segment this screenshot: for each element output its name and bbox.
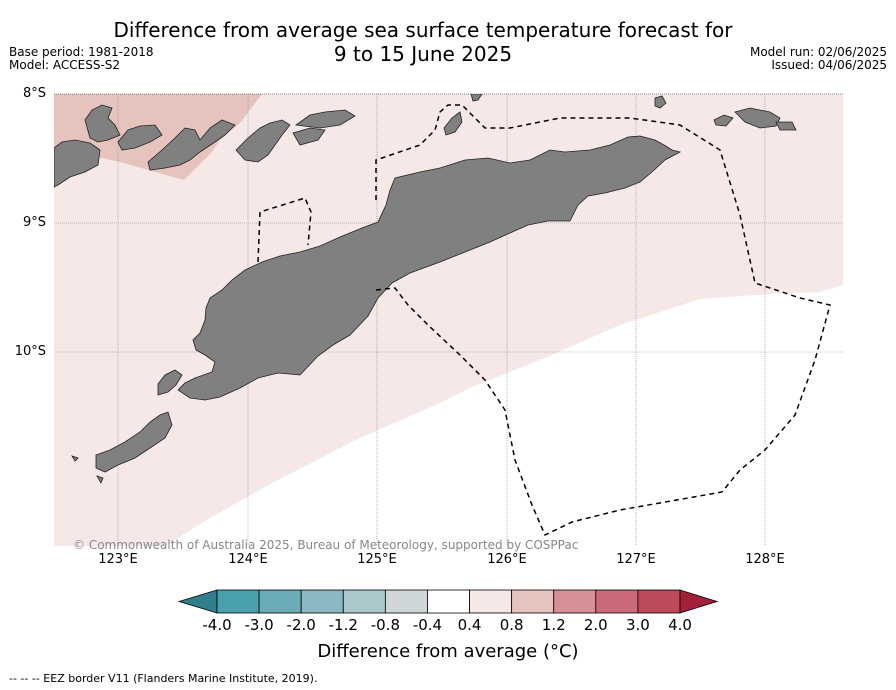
colorbar-arrow-left (177, 589, 218, 614)
island-north-6 (654, 95, 667, 109)
colorbar-swatch (637, 589, 681, 614)
colorbar-swatch (427, 589, 470, 614)
island-alor (84, 104, 121, 143)
island-east-2 (713, 114, 734, 127)
colorbar-tick-label: -1.2 (328, 616, 358, 634)
island-west-1 (54, 139, 101, 188)
base-info: Base period: 1981-2018 Model: ACCESS-S2 (9, 46, 154, 72)
colorbar-title: Difference from average (°C) (317, 641, 579, 662)
colorbar-tick-label: 0.4 (457, 616, 482, 634)
island-north-2 (294, 109, 356, 129)
colorbar-tick-label: -3.0 (244, 616, 274, 634)
eez-legend-footnote: -- -- -- EEZ border V11 (Flanders Marine… (9, 672, 318, 685)
island-wetar (235, 119, 291, 163)
copyright-text: © Commonwealth of Australia 2025, Bureau… (73, 538, 579, 552)
colorbar-tick-label: -4.0 (202, 616, 232, 634)
model-name: Model: ACCESS-S2 (9, 58, 121, 72)
eez-borders (257, 104, 831, 537)
lon-label-128e: 128°E (745, 552, 785, 567)
chart-title: Difference from average sea surface temp… (0, 18, 871, 66)
colorbar-tick-label: 0.8 (499, 616, 524, 634)
island-rote (157, 369, 183, 396)
colorbar-swatch (384, 589, 428, 614)
colorbar-swatch (342, 589, 386, 614)
title-line2: 9 to 15 June 2025 (333, 42, 513, 66)
island-pantar (117, 124, 163, 151)
base-period: Base period: 1981-2018 (9, 45, 154, 59)
colorbar-tick-label: 1.2 (541, 616, 566, 634)
colorbar (177, 589, 719, 614)
island-small-1 (96, 475, 104, 484)
colorbar-tick-label: 3.0 (625, 616, 650, 634)
island-north-5 (470, 94, 483, 102)
island-north-3 (292, 127, 326, 146)
model-run: Model run: 02/06/2025 (749, 45, 887, 59)
colorbar-swatch (216, 589, 260, 614)
island-sawu (95, 411, 173, 473)
colorbar-tick-label: 4.0 (668, 616, 692, 634)
colorbar-tick-label: 2.0 (583, 616, 608, 634)
island-east-3 (775, 121, 797, 131)
lon-label-126e: 126°E (487, 552, 527, 567)
timor-island (177, 135, 682, 401)
colorbar-swatch (258, 589, 302, 614)
island-north-4 (443, 111, 463, 136)
anomaly-light-region (54, 94, 843, 546)
colorbar-swatch (595, 589, 639, 614)
lat-label-9s: 9°S (22, 215, 46, 230)
colorbar-swatch (469, 589, 513, 614)
colorbar-tick-label: -0.4 (412, 616, 443, 634)
lat-label-8s: 8°S (22, 86, 46, 101)
island-small-2 (71, 455, 79, 462)
colorbar-swatch (511, 589, 555, 614)
lon-label-124e: 124°E (228, 552, 268, 567)
lon-label-127e: 127°E (616, 552, 656, 567)
island-group-north (147, 119, 236, 171)
title-line1: Difference from average sea surface temp… (113, 18, 733, 42)
colorbar-tick-label: -0.8 (370, 616, 400, 634)
colorbar-tick-label: -2.0 (286, 616, 316, 634)
colorbar-arrow-right (679, 589, 719, 614)
lon-label-123e: 123°E (98, 552, 138, 567)
issued-date: Issued: 04/06/2025 (771, 58, 887, 72)
colorbar-swatch (553, 589, 597, 614)
colorbar-swatch (300, 589, 344, 614)
lon-label-125e: 125°E (357, 552, 397, 567)
run-info: Model run: 02/06/2025 Issued: 04/06/2025 (750, 46, 887, 72)
lat-label-10s: 10°S (14, 344, 46, 359)
